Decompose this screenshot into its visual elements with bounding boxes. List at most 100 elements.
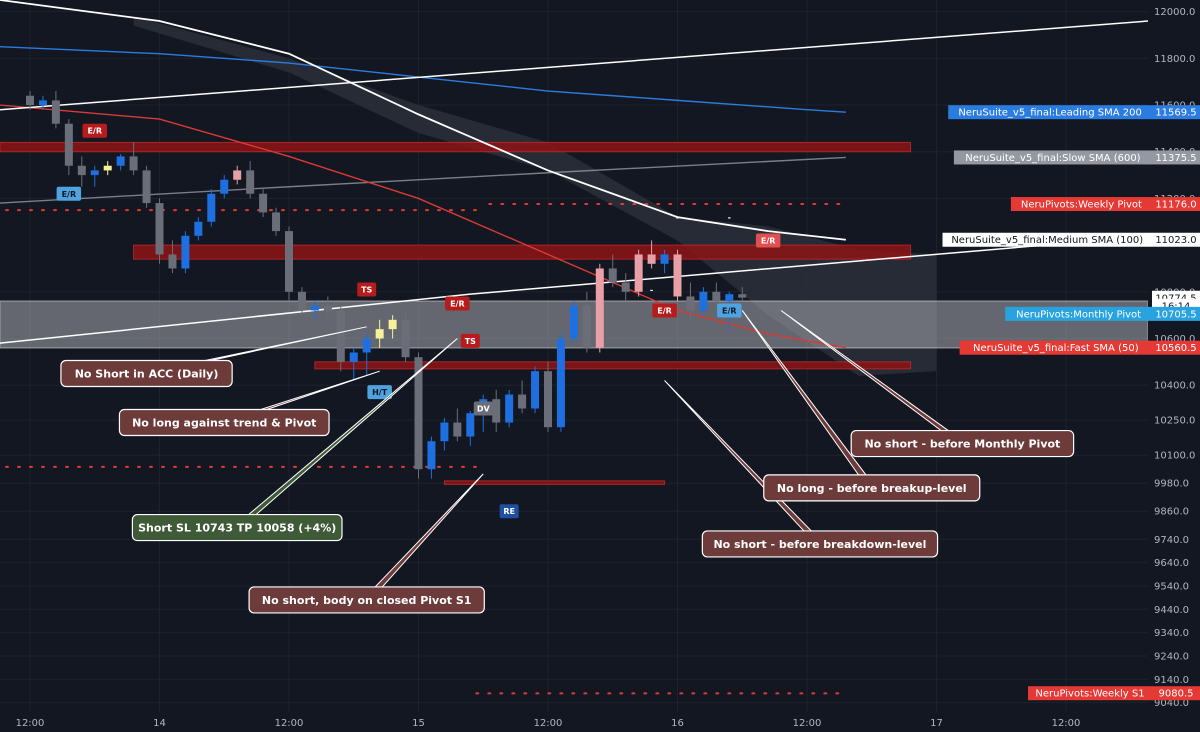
candle[interactable] (168, 254, 177, 269)
sma-line-1 (0, 45, 846, 113)
candles[interactable] (26, 91, 747, 479)
signal-marker-label: E/R (722, 306, 737, 315)
price-line-labels: 11569.5 NeruSuite_v5_final:Leading SMA 20… (942, 105, 1200, 701)
candle[interactable] (220, 179, 229, 194)
annotation-text: No short, body on closed Pivot S1 (262, 594, 472, 607)
pivot-dot-levels (5, 203, 847, 695)
candle[interactable] (647, 254, 656, 264)
candle[interactable] (181, 235, 190, 269)
candle[interactable] (712, 291, 721, 302)
candle[interactable] (686, 296, 695, 311)
candle[interactable] (323, 305, 332, 311)
price-tick-label: 9740.0 (1154, 535, 1189, 546)
candle[interactable] (116, 156, 125, 166)
candle[interactable] (608, 268, 617, 283)
candle[interactable] (738, 294, 747, 298)
price-label-name: NeruPivots:Weekly S1 (1035, 689, 1144, 700)
candle[interactable] (155, 203, 164, 255)
candle[interactable] (569, 305, 578, 339)
time-tick-label: 12:00 (534, 718, 563, 729)
price-tick-label: 12000.0 (1154, 7, 1195, 18)
signal-marker-label: DV (477, 405, 491, 414)
candle[interactable] (77, 165, 86, 176)
candle[interactable] (544, 371, 552, 428)
candle[interactable] (375, 329, 384, 339)
resistance-zone (314, 361, 912, 370)
price-label-value-box (1152, 232, 1200, 247)
candle[interactable] (90, 170, 99, 176)
price-tick-label: 9980.0 (1154, 479, 1189, 490)
trendline (0, 16, 1200, 111)
price-tick-label: 10600.0 (1154, 334, 1195, 345)
price-label-name-box (959, 340, 1152, 355)
price-tick-label: 9440.0 (1154, 605, 1189, 616)
candle[interactable] (414, 357, 423, 470)
signal-marker-box (367, 385, 392, 400)
candle[interactable] (401, 319, 410, 358)
candle[interactable] (259, 193, 268, 213)
candle[interactable] (699, 291, 708, 311)
price-tick-label: 10400.0 (1154, 381, 1195, 392)
candle[interactable] (103, 165, 112, 171)
signal-marker: E/R (56, 186, 82, 201)
time-tick-label: 15 (412, 718, 425, 729)
time-axis[interactable]: 12:00 14 12:00 15 12:00 16 12:00 17 12:00 (0, 712, 1148, 732)
candle[interactable] (233, 170, 242, 180)
candle[interactable] (246, 170, 255, 194)
candle[interactable] (388, 319, 397, 330)
signal-marker-box (460, 333, 480, 348)
candle[interactable] (531, 371, 540, 409)
candle[interactable] (660, 254, 669, 264)
time-tick-label: 12:00 (16, 718, 45, 729)
candle[interactable] (194, 221, 203, 236)
signal-marker-box (717, 303, 742, 318)
candle[interactable] (310, 305, 319, 311)
candle[interactable] (505, 394, 514, 423)
candle[interactable] (582, 305, 591, 348)
candle[interactable] (362, 338, 371, 353)
candle[interactable] (673, 254, 682, 297)
annotation-box (701, 530, 939, 558)
signal-marker-label: E/R (62, 190, 77, 199)
candle[interactable] (64, 123, 73, 166)
candle[interactable] (492, 399, 501, 423)
annotation-callout: No short - before Monthly Pivot (780, 310, 1075, 458)
candle[interactable] (595, 268, 604, 348)
annotation-callout: No long - before breakup-level (741, 310, 981, 502)
candle[interactable] (207, 193, 216, 222)
candle[interactable] (556, 338, 565, 428)
candle[interactable] (26, 95, 34, 106)
candle[interactable] (38, 100, 47, 106)
candle[interactable] (285, 231, 293, 292)
candle[interactable] (518, 394, 527, 409)
candle[interactable] (453, 422, 462, 437)
candle[interactable] (272, 212, 281, 232)
price-line-label: 11023.0 NeruSuite_v5_final:Medium SMA (10… (942, 232, 1200, 247)
price-tick-label: 9540.0 (1154, 581, 1189, 592)
candle[interactable] (349, 352, 358, 362)
candle[interactable] (427, 441, 436, 470)
candle[interactable] (725, 294, 734, 302)
candle[interactable] (621, 282, 630, 292)
signal-marker: TS (460, 333, 480, 348)
price-label-name: NeruPivots:Monthly Pivot (1016, 309, 1141, 320)
candle[interactable] (51, 100, 60, 124)
price-label-value: 11176.0 (1155, 200, 1196, 211)
signal-marker: - (728, 213, 731, 222)
signal-marker-label: TS (465, 337, 476, 346)
candle[interactable] (466, 413, 475, 437)
candle[interactable] (336, 310, 345, 362)
candle[interactable] (440, 422, 449, 442)
trendline (0, 231, 1200, 344)
price-label-name-box (942, 232, 1152, 247)
annotation-text: No short - before Monthly Pivot (864, 438, 1060, 451)
annotation-box (248, 586, 485, 614)
annotation-text: No long - before breakup-level (777, 482, 967, 495)
candle[interactable] (142, 170, 151, 204)
candle[interactable] (634, 254, 643, 292)
candle[interactable] (129, 156, 138, 171)
candle[interactable] (297, 291, 306, 311)
signal-marker-label: E/R (761, 236, 776, 245)
annotation-text: Short SL 10743 TP 10058 (+4%) (138, 522, 336, 535)
